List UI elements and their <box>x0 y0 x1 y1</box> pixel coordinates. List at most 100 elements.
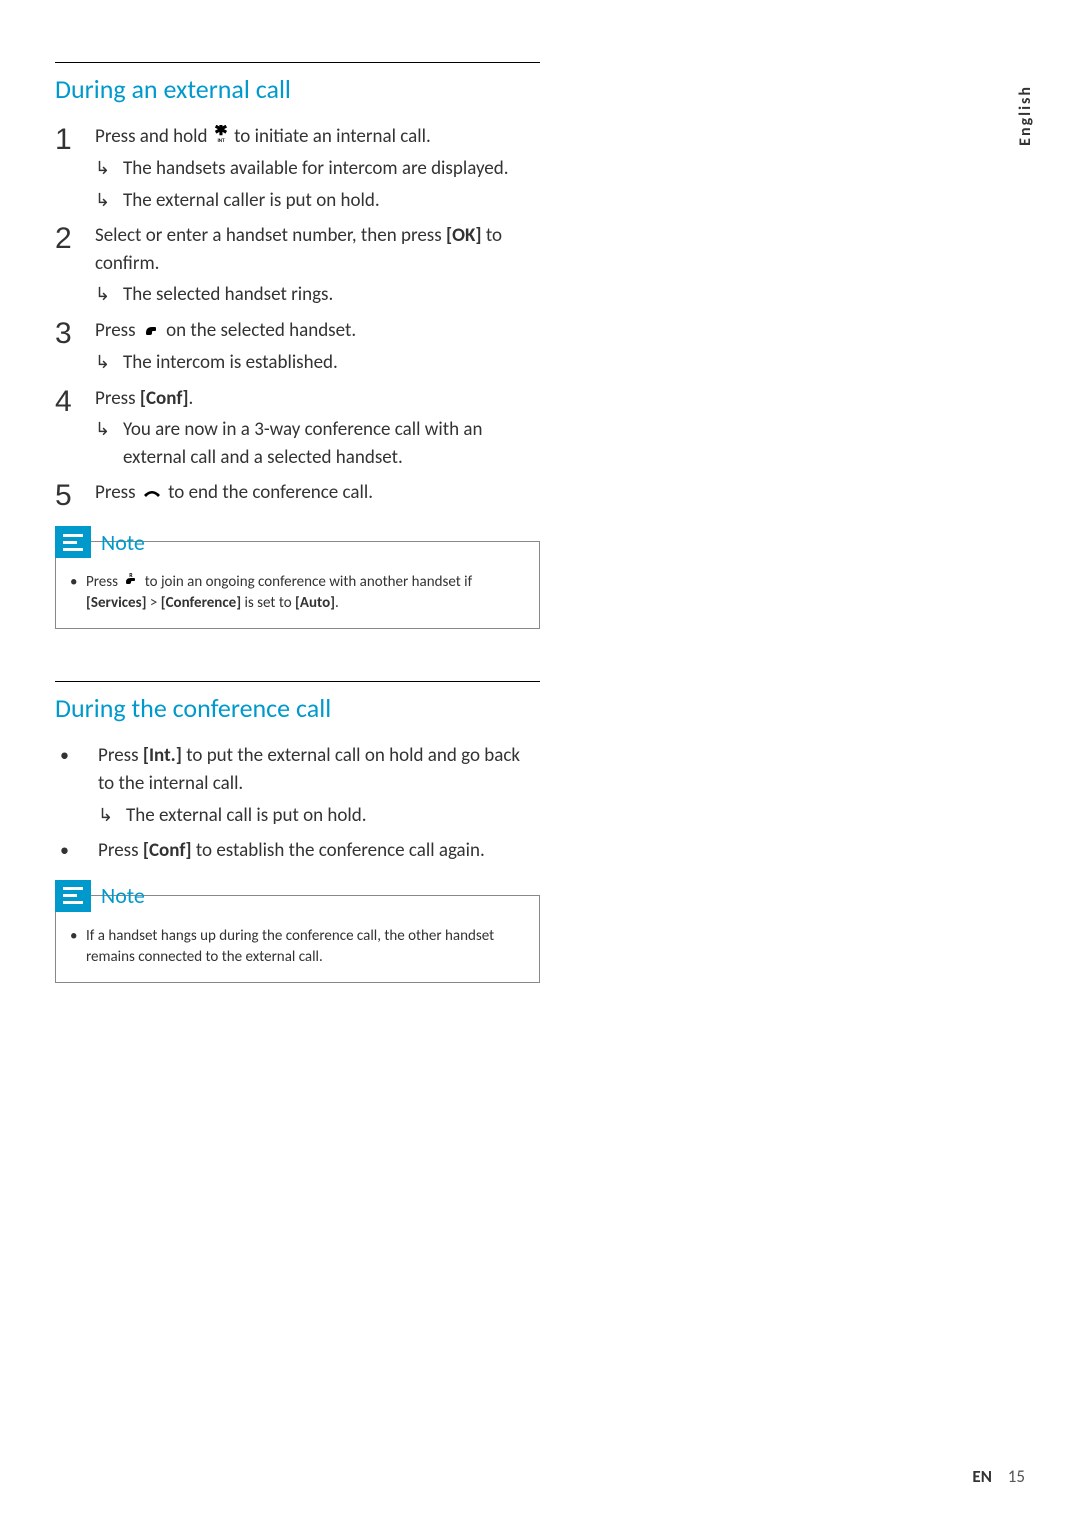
step-text-after: to end the conference call. <box>164 481 373 504</box>
note-bullet: • If a handset hangs up during the confe… <box>70 926 525 968</box>
result-item: ↳ The external call is put on hold. <box>98 802 540 830</box>
step-number: 5 <box>55 479 95 511</box>
result-text: The handsets available for intercom are … <box>123 155 540 183</box>
result-item: ↳ The selected handset rings. <box>95 281 540 309</box>
result-item: ↳ The handsets available for intercom ar… <box>95 155 540 183</box>
step-text: Press on the selected handset. <box>95 319 356 342</box>
result-item: ↳ The intercom is established. <box>95 349 540 377</box>
bullet-list: • Press [Int.] to put the external call … <box>60 742 540 864</box>
note-text: If a handset hangs up during the confere… <box>86 926 525 968</box>
step-4: 4 Press [Conf]. ↳ You are now in a 3-way… <box>55 385 540 472</box>
result-list: ↳ You are now in a 3-way conference call… <box>95 416 540 471</box>
result-arrow-icon: ↳ <box>95 349 123 376</box>
bullet-item: • Press [Int.] to put the external call … <box>60 742 540 829</box>
content-column: During an external call 1 Press and hold… <box>55 62 540 1003</box>
note-box: Note • Press R to join an ongoing confer… <box>55 541 540 629</box>
ok-label: [OK] <box>446 224 482 247</box>
asterisk-int-icon: ✱INT <box>214 124 228 152</box>
bullet-dot: • <box>70 572 86 614</box>
result-item: ↳ You are now in a 3-way conference call… <box>95 416 540 471</box>
step-text: Press to end the conference call. <box>95 481 373 504</box>
bullet-dot: • <box>60 837 98 864</box>
note-header: Note <box>55 526 539 558</box>
step-2: 2 Select or enter a handset number, then… <box>55 222 540 309</box>
note-text-part: Press <box>86 573 121 591</box>
result-text: The external call is put on hold. <box>126 802 540 830</box>
bullet-dot: • <box>60 742 98 769</box>
result-arrow-icon: ↳ <box>95 155 123 182</box>
result-list: ↳ The external call is put on hold. <box>98 802 540 830</box>
language-tab: English <box>1016 85 1035 146</box>
result-text: The selected handset rings. <box>123 281 540 309</box>
bullet-dot: • <box>70 926 86 968</box>
note-text-part: to join an ongoing conference with anoth… <box>141 573 472 591</box>
result-text: The external caller is put on hold. <box>123 187 540 215</box>
bullet-text: Press [Conf] to establish the conference… <box>98 839 485 862</box>
result-arrow-icon: ↳ <box>95 187 123 214</box>
footer-lang: EN <box>972 1466 992 1487</box>
note-body: • If a handset hangs up during the confe… <box>56 912 539 982</box>
bullet-text: Press [Int.] to put the external call on… <box>98 744 520 795</box>
bullet-text-part: to establish the conference call again. <box>192 839 485 862</box>
svg-text:INT: INT <box>217 138 225 143</box>
step-body: Press [Conf]. ↳ You are now in a 3-way c… <box>95 385 540 472</box>
note-bullet: • Press R to join an ongoing conference … <box>70 572 525 614</box>
step-text: Press [Conf]. <box>95 387 193 410</box>
conference-label: [Conference] <box>161 594 241 612</box>
int-label: [Int.] <box>143 744 182 767</box>
result-list: ↳ The selected handset rings. <box>95 281 540 309</box>
note-header: Note <box>55 880 539 912</box>
bullet-body: Press [Conf] to establish the conference… <box>98 837 540 865</box>
result-arrow-icon: ↳ <box>95 416 123 443</box>
step-number: 1 <box>55 123 95 155</box>
step-number: 2 <box>55 222 95 254</box>
step-text-before: Press and hold <box>95 125 212 148</box>
bullet-body: Press [Int.] to put the external call on… <box>98 742 540 829</box>
bullet-text-part: Press <box>98 744 143 767</box>
section-divider <box>55 62 540 63</box>
step-text-before: Select or enter a handset number, then p… <box>95 224 446 247</box>
note-label: Note <box>101 529 145 556</box>
step-text-after: on the selected handset. <box>162 319 356 342</box>
section-conference-call: During the conference call • Press [Int.… <box>55 681 540 982</box>
step-body: Press on the selected handset. ↳ The int… <box>95 317 540 377</box>
result-list: ↳ The handsets available for intercom ar… <box>95 155 540 214</box>
result-text: The intercom is established. <box>123 349 540 377</box>
bullet-text-part: Press <box>98 839 143 862</box>
note-icon <box>55 526 91 558</box>
step-body: Press to end the conference call. <box>95 479 540 507</box>
result-text: You are now in a 3-way conference call w… <box>123 416 540 471</box>
talk-r-icon: R <box>123 572 139 593</box>
note-icon <box>55 880 91 912</box>
result-list: ↳ The intercom is established. <box>95 349 540 377</box>
note-body: • Press R to join an ongoing conference … <box>56 558 539 628</box>
result-arrow-icon: ↳ <box>98 802 126 829</box>
footer-page-number: 15 <box>1008 1466 1025 1487</box>
page-footer: EN 15 <box>972 1466 1025 1487</box>
note-text-part: is set to <box>241 594 295 612</box>
step-body: Press and hold ✱INT to initiate an inter… <box>95 123 540 214</box>
step-text-before: Press <box>95 319 140 342</box>
step-text: Select or enter a handset number, then p… <box>95 224 502 275</box>
step-text: Press and hold ✱INT to initiate an inter… <box>95 125 431 148</box>
note-text-part: . <box>335 594 339 612</box>
talk-icon <box>142 318 160 346</box>
note-box: Note • If a handset hangs up during the … <box>55 895 540 983</box>
step-number: 3 <box>55 317 95 349</box>
step-text-after: to initiate an internal call. <box>230 125 431 148</box>
note-text-part: > <box>146 594 160 612</box>
section-title-external-call: During an external call <box>55 73 540 105</box>
services-label: [Services] <box>86 594 146 612</box>
bullet-item: • Press [Conf] to establish the conferen… <box>60 837 540 865</box>
step-1: 1 Press and hold ✱INT to initiate an int… <box>55 123 540 214</box>
step-text-after: . <box>189 387 194 410</box>
steps-list: 1 Press and hold ✱INT to initiate an int… <box>55 123 540 511</box>
step-text-before: Press <box>95 387 140 410</box>
section-title-conference-call: During the conference call <box>55 692 540 724</box>
result-item: ↳ The external caller is put on hold. <box>95 187 540 215</box>
auto-label: [Auto] <box>295 594 335 612</box>
result-arrow-icon: ↳ <box>95 281 123 308</box>
step-body: Select or enter a handset number, then p… <box>95 222 540 309</box>
conf-label: [Conf] <box>140 387 189 410</box>
section-divider <box>55 681 540 682</box>
